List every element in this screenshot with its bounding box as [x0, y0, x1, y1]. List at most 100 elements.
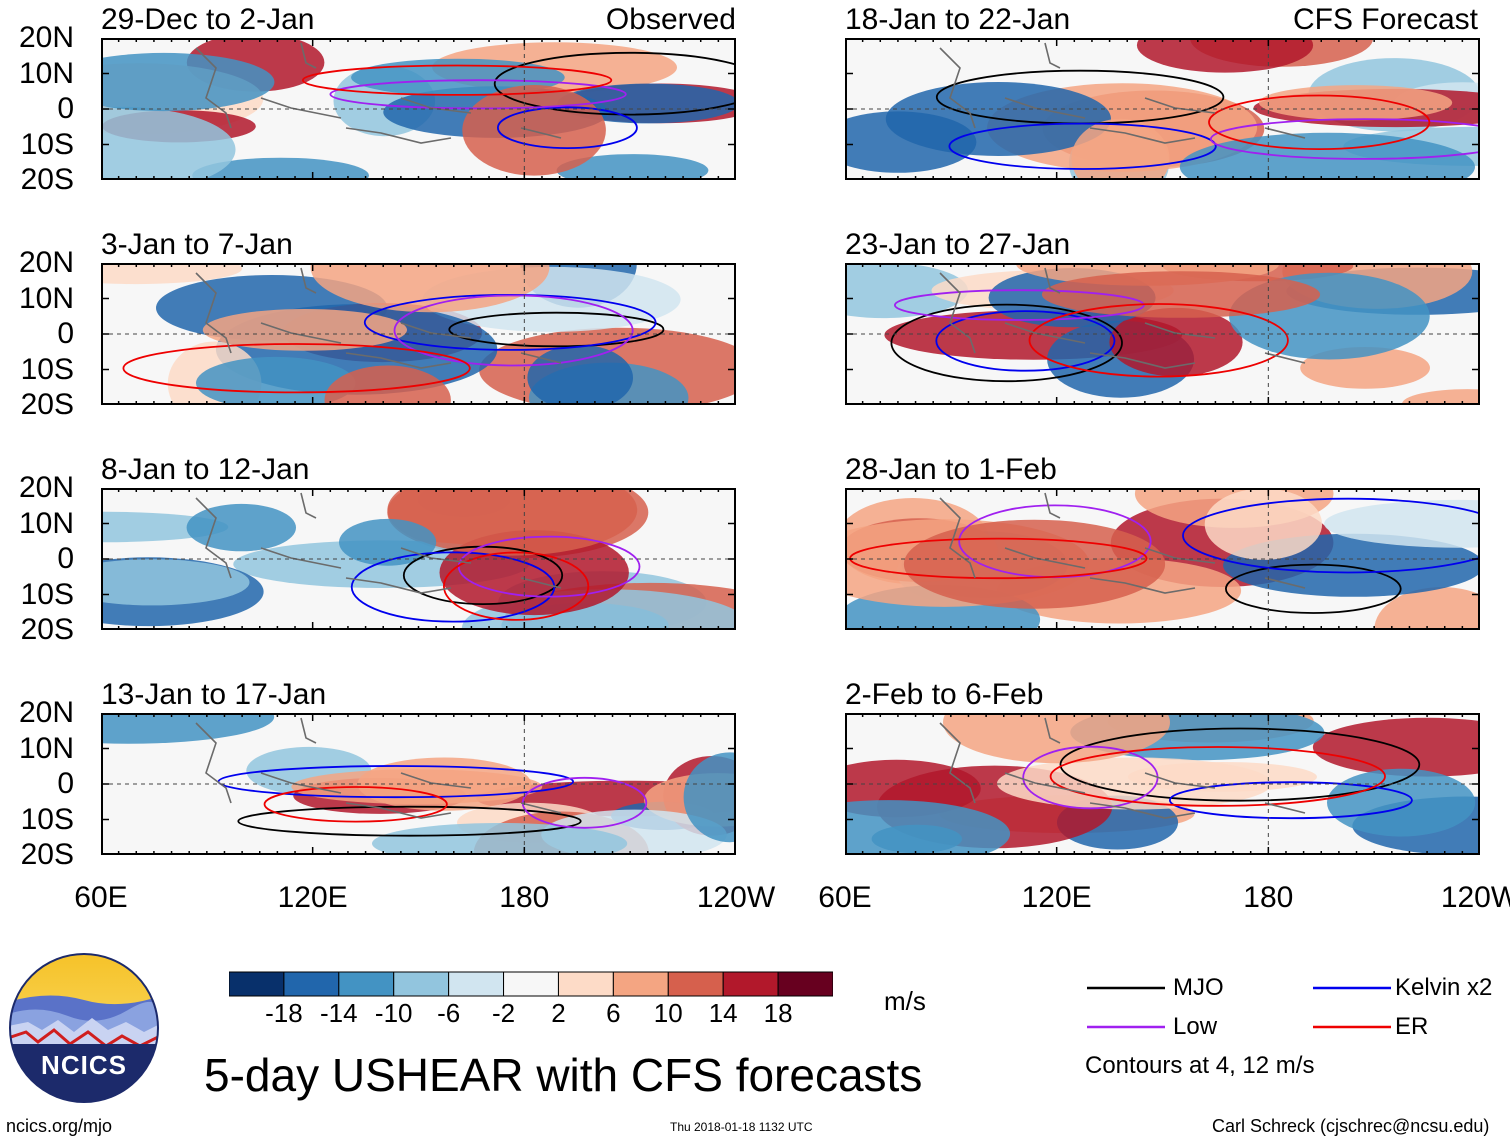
panel-title: 8-Jan to 12-Jan: [101, 453, 310, 486]
kelvin-contour: [496, 106, 638, 149]
panel-title: 18-Jan to 22-Jan: [845, 3, 1071, 36]
map-frame: [845, 488, 1480, 630]
colorbar-swatch: [667, 971, 724, 997]
panel-title: 28-Jan to 1-Feb: [845, 453, 1057, 486]
kelvin-contour: [935, 310, 1116, 372]
mjo-contour: [448, 311, 665, 348]
y-tick-label: 20S: [20, 838, 74, 871]
x-tick-label: 120W: [696, 881, 776, 914]
map-panel: [845, 38, 1480, 180]
coastline: [939, 717, 1306, 819]
colorbar: [228, 971, 834, 1002]
colorbar-label: 18: [763, 998, 793, 1028]
map-panel: [845, 263, 1480, 405]
y-tick-label: 0: [57, 542, 74, 575]
panel-title: 29-Dec to 2-Jan: [101, 3, 315, 36]
colorbar-label: -18: [265, 998, 303, 1028]
y-tick-label: 10N: [18, 56, 74, 90]
shear-anomaly-area: [202, 309, 407, 351]
map-frame: [101, 713, 736, 855]
shear-anomaly-area: [1327, 768, 1476, 837]
x-tick-label: 60E: [74, 881, 128, 914]
low-contour: [393, 294, 634, 367]
shear-anomaly-area: [324, 365, 451, 405]
shear-anomaly-area: [845, 263, 968, 319]
panel-title: 2-Feb to 6-Feb: [845, 678, 1044, 711]
map-frame: [101, 263, 736, 405]
er-contour: [1028, 303, 1289, 378]
y-tick-label: 0: [57, 317, 74, 350]
y-tick-label: 20N: [18, 696, 74, 729]
shear-anomaly-area: [310, 263, 550, 313]
coastline: [939, 492, 1306, 594]
shear-anomaly-area: [1204, 488, 1323, 560]
colorbar-units: m/s: [884, 986, 926, 1016]
shear-anomaly-area: [291, 769, 543, 805]
shear-anomaly-area: [556, 154, 709, 180]
y-tick-label: 10S: [20, 352, 74, 386]
colorbar-swatches: [228, 971, 834, 997]
cfs-forecast-label: CFS Forecast: [1292, 3, 1478, 36]
shear-anomaly-area: [1324, 499, 1480, 548]
colorbar-label: 10: [653, 998, 683, 1028]
mjo-contour: [890, 303, 1123, 383]
map-frame: [845, 713, 1480, 855]
map-panel: [845, 713, 1480, 855]
coastline: [939, 267, 1306, 369]
colorbar-label: -2: [491, 998, 516, 1028]
kelvin-contour: [1182, 497, 1480, 574]
shear-anomaly-area: [845, 800, 1011, 855]
shear-anomaly-area: [462, 85, 606, 176]
mjo-contour: [493, 51, 736, 116]
low-contour: [1210, 118, 1480, 160]
y-tick-label: 20S: [20, 388, 74, 421]
x-tick-label: 180: [1243, 881, 1294, 914]
y-tick-label: 10S: [20, 802, 74, 836]
map-panel: [101, 38, 736, 180]
chart-title: 5-day USHEAR with CFS forecasts: [204, 1049, 923, 1101]
shear-anomaly-area: [527, 344, 633, 405]
shear-anomaly-area: [903, 519, 1166, 609]
map-panel: [101, 713, 736, 855]
y-tick-label: 0: [57, 767, 74, 800]
shear-anomaly-area: [192, 157, 369, 180]
er-contour: [1049, 746, 1386, 807]
legend-label-mjo: MJO: [1173, 974, 1224, 1001]
map-panel: [845, 488, 1480, 630]
contour-note: Contours at 4, 12 m/s: [1085, 1052, 1315, 1079]
shear-anomaly-area: [186, 503, 296, 552]
panel-title: 3-Jan to 7-Jan: [101, 228, 293, 261]
y-tick-label: 20N: [18, 21, 74, 54]
colorbar-label: 2: [551, 998, 566, 1028]
map-frame: [845, 263, 1480, 405]
x-tick-label: 180: [499, 881, 550, 914]
shear-anomaly-area: [387, 488, 638, 556]
colorbar-label: -10: [374, 998, 413, 1028]
shear-anomaly-area: [683, 752, 736, 843]
y-tick-label: 10S: [20, 127, 74, 161]
x-tick-label: 120W: [1440, 881, 1510, 914]
map-frame: [101, 488, 736, 630]
legend-label-kelvin: Kelvin x2: [1395, 974, 1493, 1001]
x-tick-label: 120E: [277, 881, 348, 914]
shear-anomaly-area: [1136, 38, 1314, 73]
shear-anomaly-area: [101, 106, 236, 180]
coastline: [195, 42, 562, 144]
map-frame: [845, 38, 1480, 180]
er-contour: [122, 343, 471, 394]
shear-anomaly-area: [1402, 389, 1480, 405]
logo-text: NCICS: [41, 1050, 127, 1080]
y-tick-label: 0: [57, 92, 74, 125]
y-tick-label: 20N: [18, 471, 74, 504]
site-url: ncics.org/mjo: [6, 1116, 113, 1136]
shear-anomaly-area: [1259, 85, 1453, 121]
colorbar-swatch: [448, 971, 505, 997]
shear-anomaly-area: [101, 713, 275, 744]
colorbar-swatch: [557, 971, 614, 997]
colorbar-label: 6: [606, 998, 621, 1028]
colorbar-swatch: [338, 971, 395, 997]
legend-label-er: ER: [1395, 1013, 1429, 1040]
colorbar-label: 14: [708, 998, 738, 1028]
x-tick-label: 60E: [818, 881, 872, 914]
mjo-contour: [237, 805, 582, 837]
